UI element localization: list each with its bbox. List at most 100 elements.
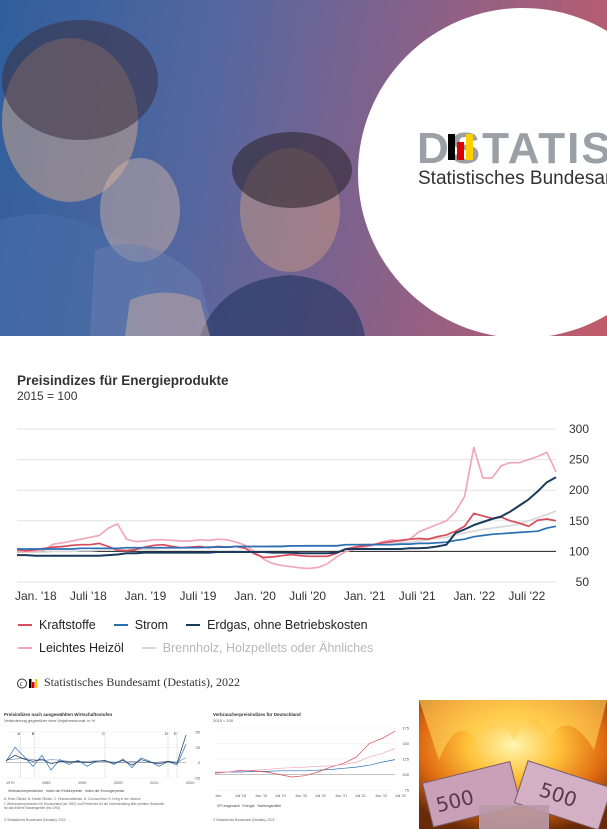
mini-x-tick: 2000 (114, 781, 122, 785)
legend-swatch (141, 647, 156, 649)
y-tick-label: 300 (569, 422, 589, 436)
x-tick-label: Juli '19 (179, 589, 216, 603)
destatis-mini-logo-icon: c (17, 678, 38, 689)
mini-x-tick: 1990 (78, 781, 86, 785)
burning-banknotes-image: 500 500 (419, 700, 607, 829)
mini-x-tick: 1970 (6, 781, 14, 785)
mini-y-tick: 175 (402, 726, 409, 731)
legend-label: Leichtes Heizöl (39, 641, 124, 655)
mini-y-tick: 100 (402, 772, 409, 777)
mini-annotation-label: C (102, 731, 105, 736)
mini-chart-subtitle: Veränderung gegenüber dem Vorjahresmonat… (4, 718, 96, 723)
mini-y-tick: 150 (402, 741, 409, 746)
mini-y-tick: 25 (196, 745, 201, 750)
y-tick-label: 50 (576, 575, 590, 589)
x-tick-label: Juli '22 (508, 589, 545, 603)
y-tick-label: 200 (569, 483, 589, 497)
mini-series-line (5, 734, 187, 766)
mini-x-tick: Juli '18 (235, 794, 246, 798)
svg-text:c: c (20, 681, 23, 688)
hero-banner: DSTATIS Statistisches Bundesamt (0, 0, 607, 336)
mini-annotation-label: D (165, 731, 168, 736)
mini-y-tick: 0 (198, 760, 201, 765)
legend-item: Erdgas, ohne Betriebskosten (186, 618, 368, 632)
y-tick-label: 150 (569, 514, 589, 528)
mini-credit-a: © Statistisches Bundesamt (Destatis), 20… (4, 818, 66, 822)
mini-series-line (214, 759, 396, 773)
series-line-2 (17, 525, 557, 550)
x-tick-label: Jan. '18 (15, 589, 57, 603)
mini-chart-a: -25 0 25 50 1970 1980 1990 2000 2010 2020 A B C D E (5, 730, 201, 785)
mini-y-tick: 125 (402, 757, 409, 762)
mini-legend-b: VPI insgesamt Energie Nahrungsmittel (217, 804, 282, 808)
legend-label: Erdgas, ohne Betriebskosten (207, 618, 368, 632)
mini-chart-subtitle: 2015 = 100 (213, 718, 234, 723)
legend-swatch (18, 624, 32, 626)
mini-x-tick: 2010 (150, 781, 158, 785)
mini-x-tick: 1980 (42, 781, 50, 785)
flag-bars-icon (448, 134, 473, 160)
series-line-3 (17, 476, 557, 557)
mini-annotation-label: B (32, 731, 35, 736)
mini-annotation-label: E (174, 731, 177, 736)
chart-legend: Kraftstoffe Strom Erdgas, ohne Betriebskos… (18, 613, 478, 659)
legend-item: Brennholz, Holzpellets oder Ähnliches (141, 641, 374, 655)
legend-label: Kraftstoffe (39, 618, 96, 632)
mini-x-tick: Juli '20 (315, 794, 326, 798)
mini-chart-title: Preisindizes nach ausgewählten Wirtschaf… (4, 712, 113, 717)
mini-note-2: 1 Verbraucherpreisindex für Deutschland … (4, 802, 165, 806)
mini-series-line (5, 744, 187, 771)
chart-title: Preisindizes für Energieprodukte (17, 373, 229, 388)
x-tick-label: Juli '21 (399, 589, 436, 603)
thumbnail-burning-money[interactable]: 500 500 (419, 700, 607, 829)
mini-x-tick: Juli '21 (355, 794, 366, 798)
x-tick-label: Juli '18 (70, 589, 107, 603)
chart-subtitle: 2015 = 100 (17, 389, 78, 403)
energy-price-chart: 50 100 150 200 250 300 Jan. '18 Juli '18 Jan. '1… (15, 422, 590, 603)
mini-x-tick: Jan. '20 (295, 794, 307, 798)
x-tick-label: Jan. '20 (234, 589, 276, 603)
logo-subtitle: Statistisches Bundesamt (418, 168, 607, 189)
mini-series-line (214, 730, 396, 778)
legend-label: Strom (134, 618, 169, 632)
mini-note-3: für das frühere Bundesgebiet (bis 1991) (4, 806, 61, 810)
legend-swatch (186, 624, 201, 626)
mini-x-tick: 2020 (186, 781, 194, 785)
people-photo (0, 20, 365, 336)
mini-legend-a: Verbraucherpreisindex Index der Einfuhrp… (8, 789, 125, 793)
mini-x-tick: Jan. '19 (255, 794, 267, 798)
x-tick-label: Juli '20 (289, 589, 326, 603)
mini-series-line (215, 748, 396, 773)
series-line-4 (16, 446, 557, 570)
thumbnail-verbraucherpreise[interactable]: Verbraucherpreisindizes für Deutschland … (209, 700, 415, 829)
mini-series-line (5, 757, 187, 764)
legend-item: Strom (113, 618, 169, 632)
legend-swatch (113, 624, 128, 626)
x-tick-label: Jan. '19 (125, 589, 167, 603)
y-tick-label: 100 (569, 544, 589, 558)
mini-chart-title: Verbraucherpreisindizes für Deutschland (213, 712, 301, 717)
mini-y-tick: 50 (196, 730, 201, 735)
mini-credit-b: © Statistisches Bundesamt (Destatis), 20… (213, 818, 275, 822)
legend-swatch (18, 647, 32, 649)
x-tick-label: Jan. '22 (454, 589, 496, 603)
y-tick-label: 250 (569, 453, 589, 467)
mini-chart-b: 75 100 125 150 175 Jan. Juli '18 Jan. '19 Juli '… (214, 726, 410, 798)
thumbnail-wirtschaftsstufen[interactable]: Preisindizes nach ausgewählten Wirtschaf… (0, 700, 205, 829)
mini-y-tick: 75 (405, 788, 410, 793)
legend-item: Kraftstoffe (18, 618, 96, 632)
mini-y-tick: -25 (194, 776, 201, 781)
mini-note-1: A: Erste Ölkrise; B: Zweite Ölkrise; C: … (4, 797, 141, 801)
mini-x-tick: Jan. '22 (375, 794, 387, 798)
mini-x-tick: Juli '19 (275, 794, 286, 798)
mini-x-tick: Jan. (215, 794, 222, 798)
x-tick-label: Jan. '21 (344, 589, 386, 603)
legend-label: Brennholz, Holzpellets oder Ähnliches (162, 641, 374, 655)
mini-annotation-label: A (17, 731, 20, 736)
mini-x-tick: Jan. '21 (335, 794, 347, 798)
legend-item: Leichtes Heizöl (18, 641, 124, 655)
series-line-1 (16, 512, 557, 559)
mini-x-tick: Juli '22 (395, 794, 406, 798)
credit-text: Statistisches Bundesamt (Destatis), 2022 (44, 675, 240, 689)
logo-circle (358, 8, 607, 336)
